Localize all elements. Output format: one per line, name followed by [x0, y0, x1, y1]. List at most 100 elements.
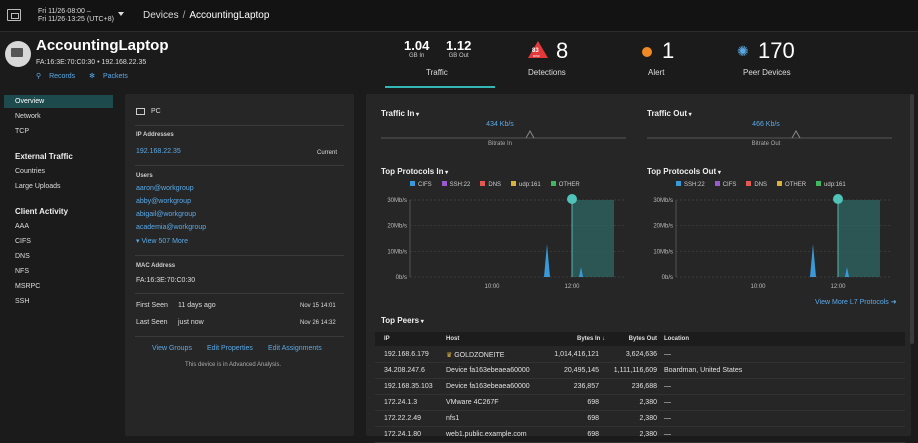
col-bytes-in[interactable]: Bytes In ↓ — [576, 336, 605, 342]
protocols-out-legend: SSH:22 CIFS DNS OTHER udp:161 — [676, 181, 856, 188]
top-peers-title[interactable]: Top Peers — [381, 316, 424, 325]
y-tick-label: 10Mb/s — [653, 249, 673, 255]
time-range-end: Fri 11/26·13:25 (UTC+8) — [38, 16, 114, 23]
traffic-out-title[interactable]: Traffic Out — [647, 109, 692, 118]
sidebar-item-network[interactable]: Network — [15, 113, 41, 120]
edit-properties-link[interactable]: Edit Properties — [207, 345, 253, 352]
sidebar-item-ssh[interactable]: SSH — [15, 298, 30, 305]
view-groups-link[interactable]: View Groups — [152, 345, 192, 352]
risk-triangle-icon — [528, 41, 548, 58]
y-tick-label: 20Mb/s — [653, 224, 673, 230]
sidebar-item-msrpc[interactable]: MSRPC — [15, 283, 41, 290]
user-link[interactable]: aaron@workgroup — [136, 185, 194, 192]
table-row[interactable]: 172.24.1.3 VMware 4C267F 698 2,380 — — [375, 395, 905, 411]
col-bytes-out[interactable]: Bytes Out — [628, 336, 657, 342]
cell-ip[interactable]: 172.24.1.3 — [384, 399, 418, 406]
breadcrumb-current: AccountingLaptop — [189, 10, 270, 21]
sidebar-heading-external: External Traffic — [15, 152, 73, 161]
cell-location: — — [664, 431, 671, 438]
traffic-spike — [810, 244, 816, 277]
col-host[interactable]: Host — [446, 336, 460, 342]
cell-host[interactable]: nfs1 — [446, 415, 460, 422]
last-seen-relative: just now — [178, 319, 204, 326]
cell-ip[interactable]: 192.168.6.179 — [384, 351, 429, 358]
sidebar-item-tcp[interactable]: TCP — [15, 128, 29, 135]
view-more-users-link[interactable]: ▾ View 507 More — [136, 237, 188, 245]
traffic-in-sparkline — [381, 129, 626, 139]
scrollbar[interactable] — [910, 94, 914, 344]
sidebar-item-nfs[interactable]: NFS — [15, 268, 29, 275]
legend-entry[interactable]: DNS — [746, 181, 767, 188]
user-link[interactable]: abby@workgroup — [136, 198, 191, 205]
table-row[interactable]: 34.208.247.6 Device fa163ebeaea60000 20,49… — [375, 363, 905, 379]
caret-down-icon[interactable] — [118, 12, 124, 16]
legend-entry[interactable]: CIFS — [714, 181, 736, 188]
cell-host[interactable]: Device fa163ebeaea60000 — [446, 383, 530, 390]
cell-ip[interactable]: 192.168.35.103 — [384, 383, 433, 390]
legend-entry[interactable]: OTHER — [777, 181, 806, 188]
legend-entry[interactable]: DNS — [480, 181, 501, 188]
peers-icon: ✺ — [737, 43, 749, 59]
protocols-in-title[interactable]: Top Protocols In — [381, 167, 448, 176]
divider — [135, 165, 344, 166]
legend-swatch — [816, 181, 822, 186]
y-tick-label: 20Mb/s — [387, 224, 407, 230]
breadcrumb: Devices / AccountingLaptop — [143, 10, 269, 21]
legend-entry[interactable]: udp:161 — [816, 181, 846, 188]
col-ip[interactable]: IP — [384, 336, 390, 342]
packets-link[interactable]: ✻ Packets — [89, 73, 134, 80]
cell-ip[interactable]: 172.22.2.49 — [384, 415, 421, 422]
sidebar-item-countries[interactable]: Countries — [15, 168, 45, 175]
cell-ip[interactable]: 172.24.1.80 — [384, 431, 421, 438]
protocols-out-title[interactable]: Top Protocols Out — [647, 167, 721, 176]
records-label: Records — [49, 73, 76, 80]
cell-host[interactable]: VMware 4C267F — [446, 399, 499, 406]
alert-dot-icon — [642, 47, 652, 57]
window-icon[interactable] — [7, 9, 21, 21]
cell-bytes-in: 698 — [587, 415, 599, 422]
edit-assignments-link[interactable]: Edit Assignments — [268, 345, 322, 352]
cell-host[interactable]: ♛ GOLDZONEITE — [446, 352, 505, 359]
sidebar-item-large-uploads[interactable]: Large Uploads — [15, 183, 61, 190]
legend-entry[interactable]: SSH:22 — [676, 181, 705, 188]
user-link[interactable]: abigail@workgroup — [136, 211, 197, 218]
cell-ip[interactable]: 34.208.247.6 — [384, 367, 425, 374]
detection-marker-icon — [567, 194, 577, 204]
gb-in-metric[interactable]: 1.04 GB In — [404, 38, 429, 59]
x-tick-label: 12:00 — [830, 284, 846, 290]
gb-out-metric[interactable]: 1.12 GB Out — [446, 38, 471, 59]
cell-host[interactable]: web1.public.example.com — [446, 431, 527, 438]
packets-icon: ✻ — [89, 73, 95, 80]
ip-address-link[interactable]: 192.168.22.35 — [136, 148, 181, 155]
cell-bytes-out: 2,380 — [639, 399, 657, 406]
cell-bytes-out: 1,111,116,609 — [613, 367, 657, 374]
table-row[interactable]: 192.168.6.179 ♛ GOLDZONEITE 1,014,416,121 3… — [375, 347, 905, 363]
traffic-in-title[interactable]: Traffic In — [381, 109, 419, 118]
y-tick-label: 30Mb/s — [653, 198, 673, 204]
sidebar-item-cifs[interactable]: CIFS — [15, 238, 31, 245]
traffic-in-rate: 434 Kb/s — [486, 121, 514, 128]
table-row[interactable]: 172.22.2.49 nfs1 698 2,380 — — [375, 411, 905, 427]
view-more-l7-link[interactable]: View More L7 Protocols ➜ — [815, 298, 897, 306]
sidebar-item-overview[interactable]: Overview — [4, 95, 113, 108]
time-range-selector[interactable]: Fri 11/26·08:00 – Fri 11/26·13:25 (UTC+8… — [38, 8, 114, 24]
breadcrumb-devices[interactable]: Devices — [143, 10, 179, 21]
risk-score: 83 — [532, 48, 539, 54]
col-location[interactable]: Location — [664, 336, 689, 342]
tab-traffic[interactable]: Traffic — [426, 68, 448, 77]
legend-entry[interactable]: udp:161 — [511, 181, 541, 188]
records-link[interactable]: ⚲ Records — [36, 73, 81, 80]
detection-marker-icon — [833, 194, 843, 204]
users-heading: Users — [136, 173, 153, 179]
cell-bytes-out: 3,624,636 — [625, 351, 657, 358]
table-row[interactable]: 172.24.1.80 web1.public.example.com 698 2,3… — [375, 427, 905, 443]
cell-host[interactable]: Device fa163ebeaea60000 — [446, 367, 530, 374]
sidebar-item-dns[interactable]: DNS — [15, 253, 30, 260]
sidebar-item-aaa[interactable]: AAA — [15, 223, 30, 230]
legend-entry[interactable]: CIFS — [410, 181, 432, 188]
legend-entry[interactable]: OTHER — [550, 181, 580, 188]
ip-status: Current — [317, 150, 338, 156]
user-link[interactable]: academia@workgroup — [136, 224, 207, 231]
legend-entry[interactable]: SSH:22 — [441, 181, 470, 188]
table-row[interactable]: 192.168.35.103 Device fa163ebeaea60000 236… — [375, 379, 905, 395]
